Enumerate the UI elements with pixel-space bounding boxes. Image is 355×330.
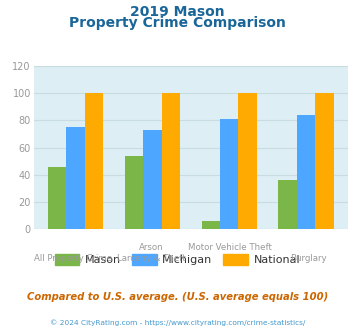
Bar (220, 119, 239, 229)
Text: © 2024 CityRating.com - https://www.cityrating.com/crime-statistics/: © 2024 CityRating.com - https://www.city… (50, 319, 305, 326)
Bar (162, 93, 180, 229)
Bar (143, 130, 162, 229)
Legend: Mason, Michigan, National: Mason, Michigan, National (55, 254, 300, 265)
Bar (48, 167, 66, 229)
Text: Larceny & Theft: Larceny & Theft (117, 254, 186, 263)
Text: Compared to U.S. average. (U.S. average equals 100): Compared to U.S. average. (U.S. average … (27, 292, 328, 302)
Bar (202, 221, 220, 229)
Text: 2019 Mason: 2019 Mason (130, 5, 225, 19)
Bar (315, 93, 334, 229)
Text: Property Crime Comparison: Property Crime Comparison (69, 16, 286, 30)
Bar (85, 93, 103, 229)
Bar (66, 127, 85, 229)
Bar (125, 156, 143, 229)
Bar (239, 93, 257, 229)
Bar (278, 180, 297, 229)
Text: Burglary: Burglary (290, 254, 327, 263)
Text: Arson: Arson (139, 243, 164, 251)
Text: All Property Crime: All Property Crime (34, 254, 112, 263)
Text: Motor Vehicle Theft: Motor Vehicle Theft (188, 243, 272, 251)
Bar (297, 115, 315, 229)
